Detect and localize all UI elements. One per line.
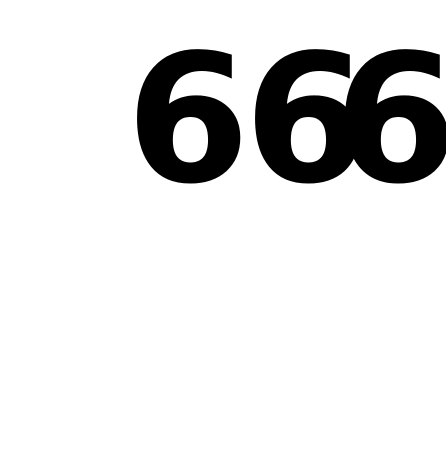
digit-six-1: 6 [126, 16, 250, 223]
digit-six-3: 6 [334, 16, 446, 223]
digit-six-2: 6 [244, 16, 368, 223]
